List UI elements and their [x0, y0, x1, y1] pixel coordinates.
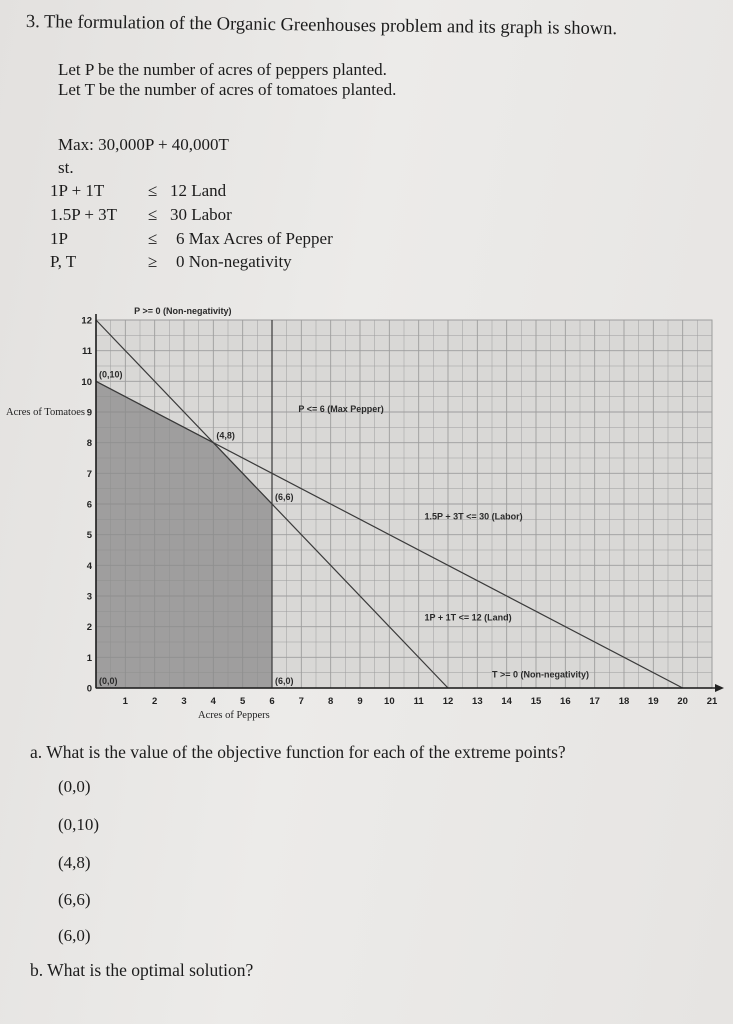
- extreme-point-label: (4,8): [216, 431, 235, 441]
- subject-to-label: st.: [58, 158, 74, 177]
- constraint-line-label: 1P + 1T <= 12 (Land): [425, 613, 512, 623]
- constraint-rhs-pepper: 6 Max Acres of Pepper: [176, 229, 333, 248]
- x-tick-label: 2: [152, 696, 157, 707]
- x-tick-label: 3: [181, 696, 186, 707]
- part-a-point-2: (0,10): [58, 815, 100, 834]
- y-axis-label: Acres of Tomatoes: [6, 407, 85, 418]
- let-p-definition: Let P be the number of acres of peppers …: [58, 60, 387, 79]
- constraint-line-labels: P >= 0 (Non-negativity) P <= 6 (Max Peppe…: [134, 306, 589, 679]
- x-axis-label: Acres of Peppers: [198, 710, 270, 721]
- constraint-line-3: [95, 380, 683, 689]
- y-tick-label: 6: [87, 500, 92, 511]
- extreme-point-label: (0,10): [99, 369, 123, 379]
- question-title: 3. The formulation of the Organic Greenh…: [25, 12, 618, 40]
- x-tick-label: 13: [472, 696, 483, 707]
- y-tick-label: 7: [87, 469, 92, 480]
- constraint-lhs-pepper: 1P: [50, 229, 68, 248]
- y-tick-label: 1: [87, 653, 93, 664]
- x-tick-label: 10: [384, 696, 395, 707]
- x-tick-label: 9: [357, 696, 362, 707]
- extreme-point-label: (0,0): [99, 676, 118, 686]
- x-tick-labels: 1 2 3 4 5 6 7 8 9 10 11 12 13 14 15 16 17 18 19 20 21: [123, 696, 718, 707]
- constraint-op-pepper: ≤: [148, 229, 158, 248]
- y-tick-label: 3: [87, 592, 92, 603]
- part-a-point-4: (6,6): [58, 890, 91, 909]
- constraint-lhs-land: 1P + 1T: [50, 181, 105, 200]
- y-tick-label: 8: [87, 438, 92, 449]
- extreme-point-label: (6,6): [275, 492, 294, 502]
- x-tick-label: 20: [677, 696, 688, 707]
- x-tick-label: 4: [211, 696, 217, 707]
- y-tick-label: 2: [87, 622, 92, 633]
- constraint-line-label: P >= 0 (Non-negativity): [134, 306, 231, 316]
- part-a-question: a. What is the value of the objective fu…: [30, 742, 566, 762]
- extreme-point-label: (6,0): [275, 676, 294, 686]
- x-tick-label: 11: [414, 696, 425, 707]
- y-tick-label: 5: [87, 530, 93, 541]
- x-tick-label: 21: [707, 696, 718, 707]
- y-tick-label: 10: [81, 377, 92, 388]
- part-a-point-5: (6,0): [58, 926, 91, 945]
- part-b-question: b. What is the optimal solution?: [30, 960, 254, 980]
- constraint-op-land: ≤: [148, 181, 158, 200]
- constraint-op-nonneg: ≥: [148, 252, 158, 271]
- part-a-point-3: (4,8): [58, 853, 91, 872]
- constraint-line-label: 1.5P + 3T <= 30 (Labor): [425, 511, 523, 521]
- extreme-point-labels: (0,0) (0,10) (4,8) (6,6) (6,0): [99, 369, 294, 686]
- x-tick-label: 5: [240, 696, 246, 707]
- x-tick-label: 7: [299, 696, 304, 707]
- constraint-line-label: P <= 6 (Max Pepper): [298, 404, 383, 414]
- let-t-definition: Let T be the number of acres of tomatoes…: [58, 80, 397, 99]
- chart-axes: [95, 314, 724, 692]
- constraint-op-labor: ≤: [148, 205, 158, 224]
- constraint-lhs-nonneg: P, T: [50, 252, 77, 271]
- part-a-point-1: (0,0): [58, 777, 91, 796]
- constraint-rhs-land: 12 Land: [170, 181, 227, 200]
- y-tick-label: 4: [87, 561, 93, 572]
- constraint-rhs-labor: 30 Labor: [170, 205, 232, 224]
- objective-function: Max: 30,000P + 40,000T: [58, 135, 229, 154]
- y-tick-label: 11: [82, 346, 93, 357]
- y-tick-label: 12: [81, 316, 92, 327]
- x-axis-arrow: [715, 684, 724, 692]
- lp-graph: 1 2 3 4 5 6 7 8 9 10 11 12 13 14 15 16 17 18 19 20 21 121110…: [6, 306, 724, 721]
- x-tick-label: 1: [123, 696, 129, 707]
- constraint-rhs-nonneg: 0 Non-negativity: [176, 252, 292, 271]
- constraint-lhs-labor: 1.5P + 3T: [50, 205, 118, 224]
- x-tick-label: 12: [443, 696, 454, 707]
- x-tick-label: 15: [531, 696, 542, 707]
- constraint-line-4: [95, 319, 449, 689]
- y-tick-label: 0: [87, 684, 92, 695]
- x-tick-label: 16: [560, 696, 571, 707]
- x-tick-label: 19: [648, 696, 659, 707]
- x-tick-label: 8: [328, 696, 333, 707]
- y-tick-label: 9: [87, 408, 92, 419]
- x-tick-label: 17: [589, 696, 600, 707]
- x-tick-label: 18: [619, 696, 630, 707]
- constraint-line-label: T >= 0 (Non-negativity): [492, 669, 589, 679]
- x-tick-label: 14: [501, 696, 512, 707]
- x-tick-label: 6: [269, 696, 274, 707]
